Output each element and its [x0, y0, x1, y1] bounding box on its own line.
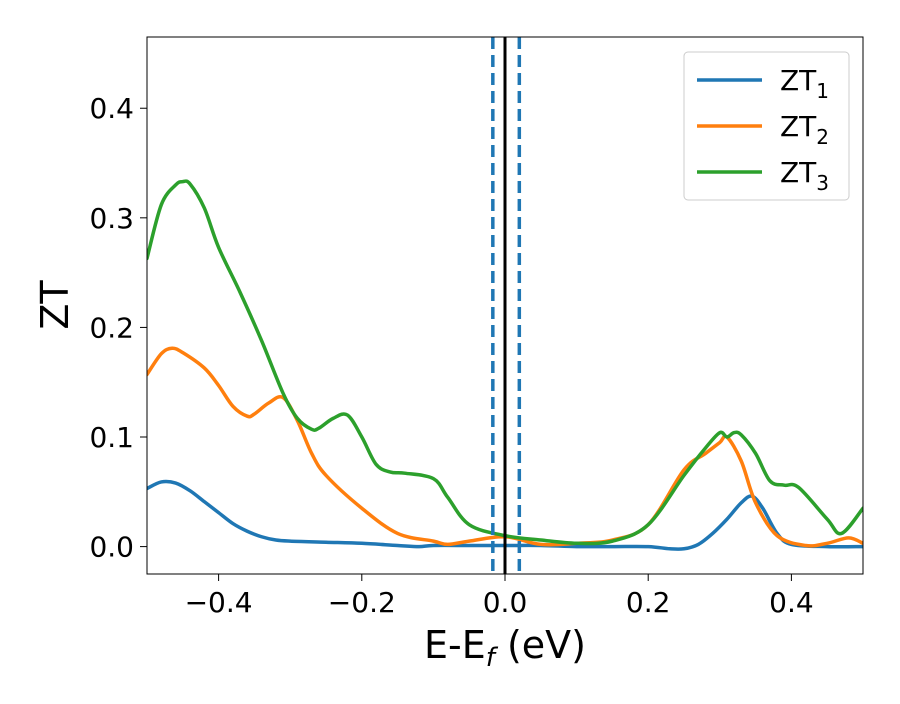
y-tick-label: 0.1	[89, 421, 134, 454]
series-line-zt3	[147, 179, 863, 546]
x-axis-label: E-Ef (eV)	[424, 623, 586, 673]
x-tick-label: −0.4	[185, 586, 253, 619]
legend: ZT1 ZT2 ZT3	[683, 51, 850, 201]
x-tick-label: 0.4	[769, 586, 814, 619]
y-tick-label: 0.4	[89, 92, 134, 125]
legend-label-zt2: ZT2	[780, 110, 829, 149]
series-line-zt1	[147, 479, 863, 551]
y-tick-label: 0.3	[89, 202, 134, 235]
legend-label-zt1: ZT1	[780, 64, 829, 103]
series-line-zt2	[147, 346, 863, 548]
legend-label-zt3: ZT3	[780, 156, 829, 195]
x-tick-label: 0.0	[483, 586, 528, 619]
x-tick-label: 0.2	[626, 586, 671, 619]
ticks: −0.4 −0.2 0.0 0.2 0.4 0.0 0.1 0.2 0.3 0.4	[89, 92, 813, 619]
x-tick-label: −0.2	[328, 586, 396, 619]
plot-area	[147, 37, 863, 574]
y-axis-label: ZT	[33, 280, 77, 330]
y-tick-label: 0.0	[89, 531, 134, 564]
y-tick-label: 0.2	[89, 311, 134, 344]
legend-box	[683, 51, 850, 201]
